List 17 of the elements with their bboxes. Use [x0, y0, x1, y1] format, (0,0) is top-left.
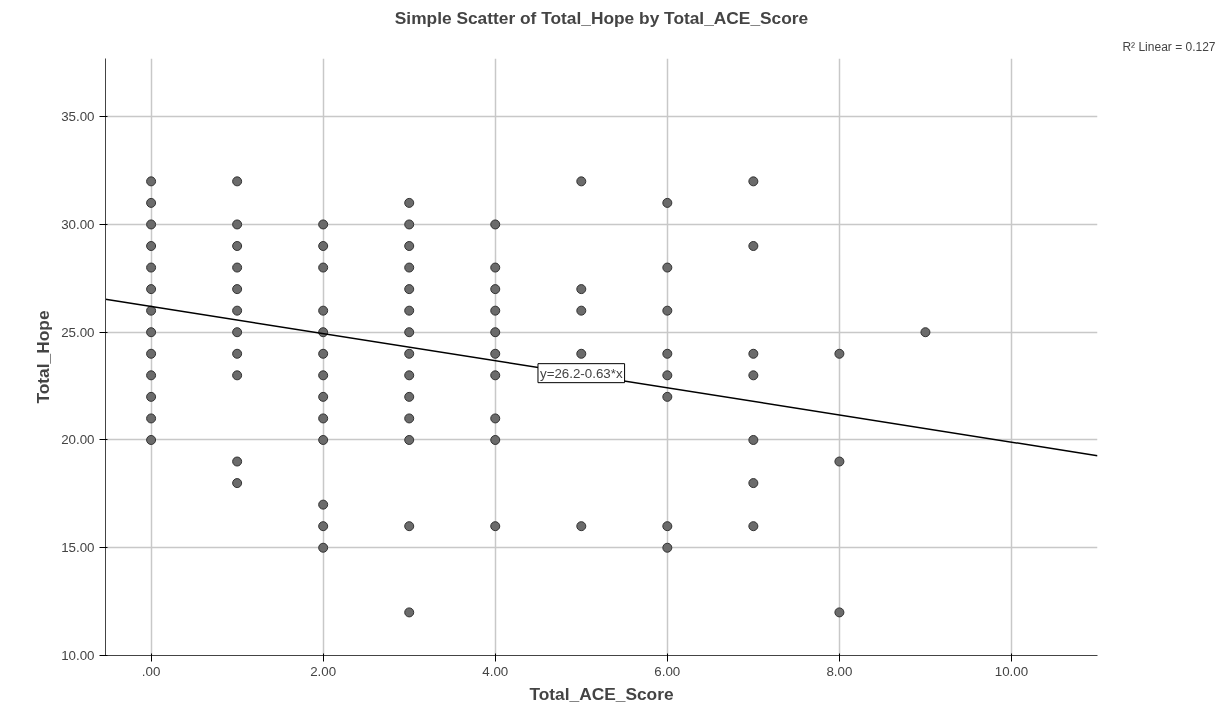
y-tick-label: 30.00: [61, 216, 95, 232]
y-tick-label: 10.00: [61, 648, 95, 663]
y-tick-label: 15.00: [61, 540, 95, 556]
text: R² Linear = 0.127: [1122, 39, 1216, 54]
y-tick-label: 35.00: [61, 109, 95, 125]
x-tick-label: .00: [141, 663, 161, 679]
x-tick-label: 6.00: [654, 663, 681, 679]
x-tick-label: 10.00: [994, 663, 1029, 679]
y-tick-label: 20.00: [61, 432, 95, 448]
x-tick-label: 2.00: [310, 663, 337, 679]
annotation: y=26.2-0.63*x: [539, 365, 623, 381]
x-axis-title: Total_ACE_Score: [529, 683, 674, 704]
chart-title: Simple Scatter of Total_Hope by Total_ACE_Score: [394, 7, 809, 28]
y-axis-title: Total_Hope: [33, 310, 54, 404]
y-tick-label: 25.00: [61, 324, 95, 340]
x-tick-label: 8.00: [826, 663, 853, 679]
x-tick-label: 4.00: [482, 663, 509, 679]
